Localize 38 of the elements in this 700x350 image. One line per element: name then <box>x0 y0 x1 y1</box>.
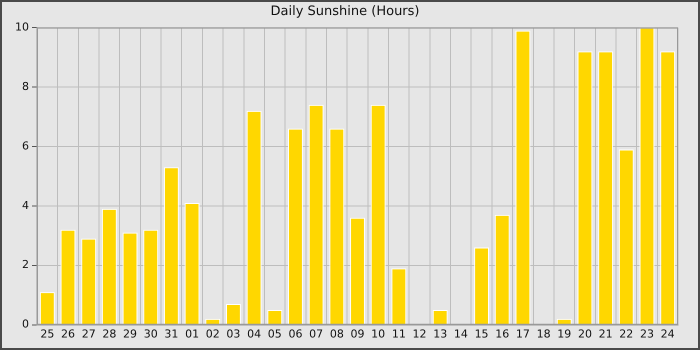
x-tick-label: 20 <box>578 327 592 340</box>
x-tick-label: 09 <box>350 327 364 340</box>
x-tick-label: 02 <box>206 327 220 340</box>
y-tick-label: 10 <box>14 20 29 34</box>
x-tick-label: 17 <box>516 327 530 340</box>
x-tick-label: 10 <box>371 327 386 340</box>
x-tick-label: 12 <box>412 327 427 340</box>
x-tick-label: 18 <box>536 327 551 340</box>
y-tick-label: 6 <box>22 139 29 152</box>
x-tick-label: 23 <box>640 327 654 340</box>
x-tick-label: 30 <box>144 327 158 340</box>
y-tick-label: 0 <box>22 318 29 331</box>
y-tick-label: 2 <box>22 258 29 272</box>
x-tick-label: 21 <box>598 327 613 340</box>
x-tick-label: 16 <box>495 327 510 340</box>
x-tick-label: 04 <box>247 327 262 340</box>
x-tick-label: 03 <box>226 327 240 340</box>
chart-title: Daily Sunshine (Hours) <box>270 4 420 20</box>
x-tick-label: 19 <box>557 327 572 340</box>
x-tick-label: 14 <box>454 327 468 340</box>
x-tick-label: 25 <box>40 327 54 340</box>
x-tick-label: 31 <box>164 327 178 340</box>
x-tick-label: 28 <box>102 327 116 340</box>
x-tick-label: 29 <box>123 327 138 340</box>
x-tick-label: 11 <box>392 327 406 340</box>
x-tick-label: 26 <box>61 327 76 340</box>
x-tick-label: 05 <box>268 327 282 340</box>
x-tick-label: 13 <box>433 327 448 340</box>
x-tick-label: 24 <box>660 327 675 340</box>
y-tick-label: 8 <box>22 80 29 93</box>
x-tick-label: 01 <box>185 327 200 340</box>
x-tick-label: 08 <box>330 327 344 340</box>
x-tick-label: 06 <box>288 327 302 340</box>
x-tick-label: 07 <box>309 327 324 340</box>
x-tick-label: 27 <box>82 327 96 340</box>
x-tick-label: 15 <box>474 327 489 340</box>
x-tick-label: 22 <box>619 327 634 340</box>
y-tick-label: 4 <box>22 198 29 212</box>
